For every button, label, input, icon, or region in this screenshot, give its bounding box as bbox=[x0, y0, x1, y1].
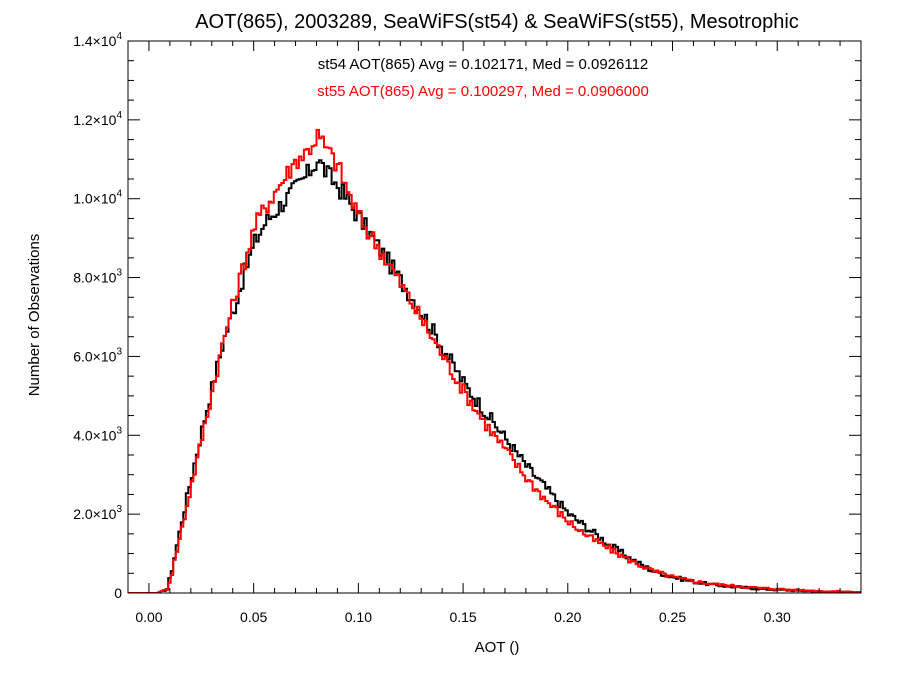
plot-area bbox=[128, 128, 861, 593]
series-line-st55 bbox=[128, 128, 861, 593]
axis-ticks: 0.00 0.05 0.10 0.15 0.20 0.25 0.30 0 2.0×103 4.0×… bbox=[73, 31, 862, 625]
x-tick-label: 0.30 bbox=[764, 609, 791, 625]
chart-title: AOT(865), 2003289, SeaWiFS(st54) & SeaWi… bbox=[195, 11, 799, 33]
plot-frame bbox=[127, 40, 862, 594]
y-axis-label: Number of Observations bbox=[26, 234, 43, 397]
series-stats-st54: st54 AOT(865) Avg = 0.102171, Med = 0.09… bbox=[318, 56, 649, 73]
y-tick-label: 6.0×103 bbox=[73, 346, 122, 364]
x-tick-label: 0.10 bbox=[345, 609, 372, 625]
x-tick-label: 0.20 bbox=[554, 609, 581, 625]
x-tick-label: 0.25 bbox=[659, 609, 686, 625]
y-tick-label: 1.0×104 bbox=[73, 189, 122, 207]
y-tick-label: 2.0×103 bbox=[73, 504, 122, 522]
x-tick-label: 0.05 bbox=[240, 609, 267, 625]
x-axis-label: AOT () bbox=[475, 639, 520, 656]
x-tick-label: 0.15 bbox=[449, 609, 476, 625]
y-tick-label: 4.0×103 bbox=[73, 425, 122, 443]
y-tick-label: 1.2×104 bbox=[73, 110, 122, 128]
y-tick-label: 0 bbox=[114, 585, 122, 601]
y-tick-label: 8.0×103 bbox=[73, 268, 122, 286]
series-stats-st55: st55 AOT(865) Avg = 0.100297, Med = 0.09… bbox=[317, 83, 649, 100]
x-tick-label: 0.00 bbox=[135, 609, 162, 625]
y-tick-label: 1.4×104 bbox=[73, 31, 122, 49]
series-line-st54 bbox=[128, 159, 861, 593]
